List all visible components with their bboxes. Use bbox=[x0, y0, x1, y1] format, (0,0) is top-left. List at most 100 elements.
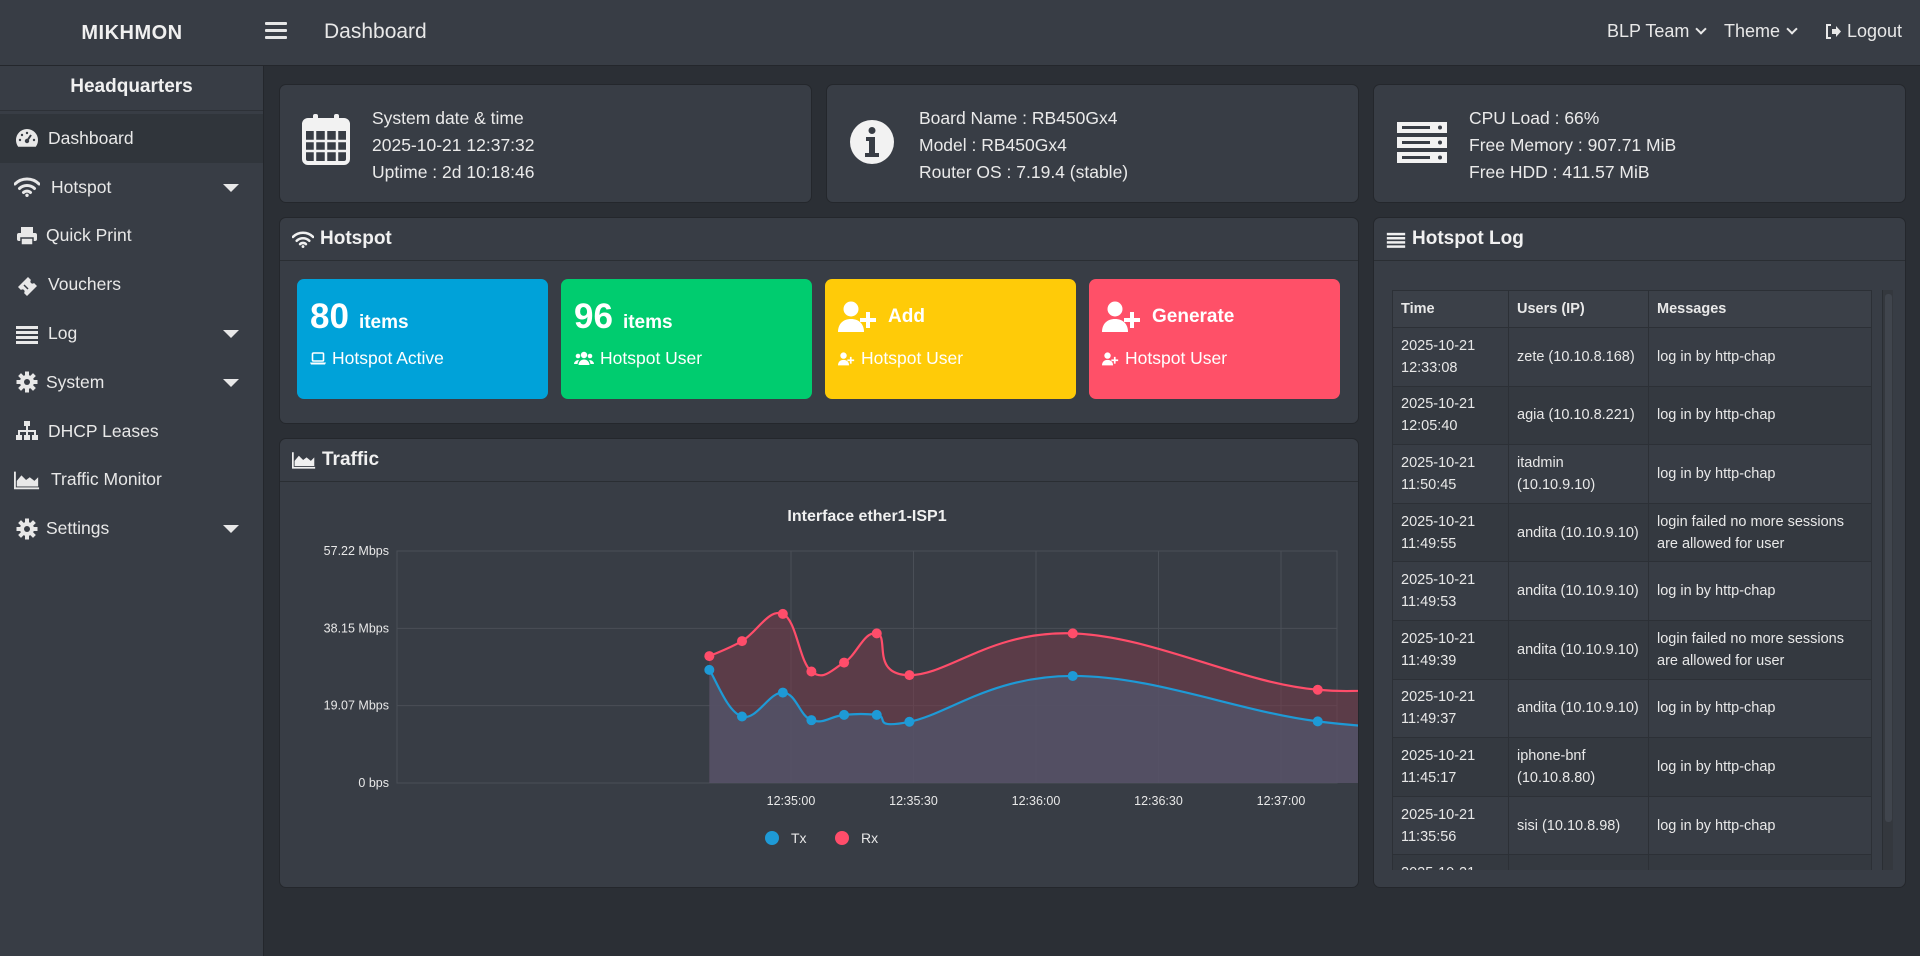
sidebar-item-dashboard[interactable]: Dashboard bbox=[0, 114, 263, 163]
menu-toggle-icon[interactable] bbox=[265, 22, 287, 42]
hotspot-card-header: Hotspot bbox=[280, 218, 1358, 261]
sidebar-item-dhcp-leases[interactable]: DHCP Leases bbox=[0, 407, 263, 456]
legend-label-rx: Rx bbox=[861, 830, 878, 846]
sidebar-item-system[interactable]: System bbox=[0, 358, 263, 407]
hotspot-log-table: Time Users (IP) Messages 2025-10-21 12:33… bbox=[1392, 290, 1872, 870]
data-point-rx bbox=[737, 636, 747, 647]
sidebar-item-label: Hotspot bbox=[51, 176, 112, 197]
logout-button[interactable]: Logout bbox=[1825, 21, 1902, 42]
sidebar-item-vouchers[interactable]: Vouchers bbox=[0, 260, 263, 309]
log-date: 2025-10-21 bbox=[1401, 862, 1500, 870]
table-row: 2025-10-21 12:33:08 zete (10.10.8.168) log … bbox=[1392, 327, 1872, 387]
page-title: Dashboard bbox=[324, 20, 427, 43]
log-time: 2025-10-21 11:49:39 bbox=[1392, 619, 1509, 680]
sidebar-item-traffic-monitor[interactable]: Traffic Monitor bbox=[0, 456, 263, 505]
gear-icon bbox=[14, 370, 40, 394]
log-date: 2025-10-21 bbox=[1401, 806, 1476, 823]
traffic-card: Traffic Interface ether1-ISP1 0 bps 19.07 … bbox=[279, 438, 1359, 888]
table-row: 2025-10-21 11:35:56 sisi (10.10.8.98) log i… bbox=[1392, 795, 1872, 856]
table-row: 2025-10-21 12:05:40 agia (10.10.8.221) log … bbox=[1392, 385, 1872, 446]
log-message: log in by http-chap bbox=[1648, 678, 1872, 739]
log-clock: 11:49:39 bbox=[1401, 652, 1457, 669]
datetime-label: System date & time bbox=[372, 108, 524, 128]
data-point-tx bbox=[1067, 670, 1078, 681]
data-point-rx bbox=[806, 666, 817, 677]
tile-label: Hotspot User bbox=[600, 348, 703, 368]
sidebar-item-label: Vouchers bbox=[48, 274, 121, 295]
theme-menu-label: Theme bbox=[1724, 21, 1781, 41]
data-point-rx bbox=[839, 657, 850, 668]
legend-marker-rx bbox=[835, 831, 849, 845]
tile-title: Generate bbox=[1152, 306, 1235, 327]
log-clock: 12:05:40 bbox=[1401, 418, 1458, 435]
sidebar-item-quick-print[interactable]: Quick Print bbox=[0, 212, 263, 261]
sidebar-item-hotspot[interactable]: Hotspot bbox=[0, 163, 263, 212]
sidebar-item-label: System bbox=[46, 371, 105, 392]
ticket-icon bbox=[14, 273, 40, 297]
y-tick-label: 0 bps bbox=[358, 776, 389, 790]
generate-hotspot-user-tile[interactable]: Generate Hotspot User bbox=[1089, 279, 1340, 399]
scrollbar-thumb[interactable] bbox=[1885, 294, 1892, 822]
chevron-down-icon bbox=[1786, 23, 1798, 35]
log-user: andita (10.10.9.10) bbox=[1508, 619, 1649, 680]
add-hotspot-user-tile[interactable]: Add Hotspot User bbox=[825, 279, 1076, 399]
log-date: 2025-10-21 bbox=[1401, 689, 1476, 706]
log-date: 2025-10-21 bbox=[1401, 454, 1476, 471]
data-point-tx bbox=[839, 709, 850, 720]
log-time: 2025-10-21 11:45:17 bbox=[1392, 737, 1509, 797]
log-user: andita (10.10.9.10) bbox=[1508, 502, 1649, 563]
y-tick-label: 38.15 Mbps bbox=[324, 621, 389, 635]
sidebar-item-settings[interactable]: Settings bbox=[0, 504, 263, 553]
brand-logo[interactable]: MIKHMON bbox=[81, 22, 183, 44]
data-point-tx bbox=[777, 687, 788, 698]
hotspot-users-tile[interactable]: 96 items Hotspot User bbox=[561, 279, 812, 399]
log-message: log in by http-chap bbox=[1648, 444, 1872, 504]
free-memory: Free Memory : 907.71 MiB bbox=[1469, 135, 1677, 155]
x-tick-label: 12:37:00 bbox=[1257, 794, 1306, 808]
log-clock: 11:49:37 bbox=[1401, 711, 1457, 728]
theme-menu[interactable]: Theme bbox=[1724, 21, 1798, 42]
caret-down-icon bbox=[223, 525, 239, 534]
log-user: zete (10.10.8.168) bbox=[1508, 327, 1649, 387]
x-tick-label: 12:36:30 bbox=[1134, 794, 1183, 808]
user-plus-icon bbox=[1102, 351, 1119, 365]
sidebar-item-label: Log bbox=[48, 323, 78, 344]
hotspot-active-tile[interactable]: 80 items Hotspot Active bbox=[297, 279, 548, 399]
gear-icon bbox=[14, 517, 40, 541]
log-message: login failed: invalid bbox=[1648, 854, 1872, 870]
log-time: 2025-10-21 11:35:56 bbox=[1392, 795, 1509, 856]
user-menu[interactable]: BLP Team bbox=[1607, 21, 1708, 42]
log-time: 2025-10-21 11:49:55 bbox=[1392, 502, 1509, 563]
tile-count: 96 bbox=[574, 297, 613, 336]
sidebar-item-log[interactable]: Log bbox=[0, 309, 263, 358]
tile-unit: items bbox=[622, 312, 673, 333]
column-header-users: Users (IP) bbox=[1508, 290, 1649, 328]
sidebar: Headquarters Dashboard Hotspot Quick Pri… bbox=[0, 66, 264, 956]
tile-count: 80 bbox=[310, 297, 349, 336]
series-area-tx bbox=[709, 669, 1358, 783]
chevron-down-icon bbox=[1695, 23, 1708, 35]
x-tick-label: 12:36:00 bbox=[1012, 794, 1061, 808]
sidebar-item-label: DHCP Leases bbox=[48, 420, 159, 441]
log-message: login failed no more sessions are allowe… bbox=[1648, 502, 1872, 563]
log-time: 2025-10-21 12:05:40 bbox=[1392, 385, 1509, 446]
log-time: 2025-10-21 11:49:53 bbox=[1392, 561, 1509, 621]
info-icon bbox=[850, 120, 894, 164]
hotspot-card-title: Hotspot bbox=[320, 228, 392, 249]
area-chart-icon bbox=[292, 451, 316, 469]
data-point-tx bbox=[1312, 716, 1323, 727]
sidebar-item-label: Quick Print bbox=[46, 225, 132, 246]
caret-down-icon bbox=[223, 378, 239, 387]
column-header-messages: Messages bbox=[1648, 290, 1872, 328]
data-point-tx bbox=[806, 715, 817, 726]
table-row: 2025-10-21 11:49:53 andita (10.10.9.10) log… bbox=[1392, 561, 1872, 621]
log-table-container[interactable]: Time Users (IP) Messages 2025-10-21 12:33… bbox=[1392, 290, 1877, 870]
hotspot-log-header: Hotspot Log bbox=[1374, 218, 1905, 261]
log-user: itadmin (10.10.9.10) bbox=[1508, 444, 1649, 504]
tile-label: Hotspot User bbox=[861, 348, 964, 368]
caret-down-icon bbox=[223, 330, 239, 339]
log-scrollbar[interactable] bbox=[1882, 290, 1893, 870]
data-point-rx bbox=[904, 670, 915, 681]
resources-card: CPU Load : 66% Free Memory : 907.71 MiB … bbox=[1373, 84, 1906, 203]
